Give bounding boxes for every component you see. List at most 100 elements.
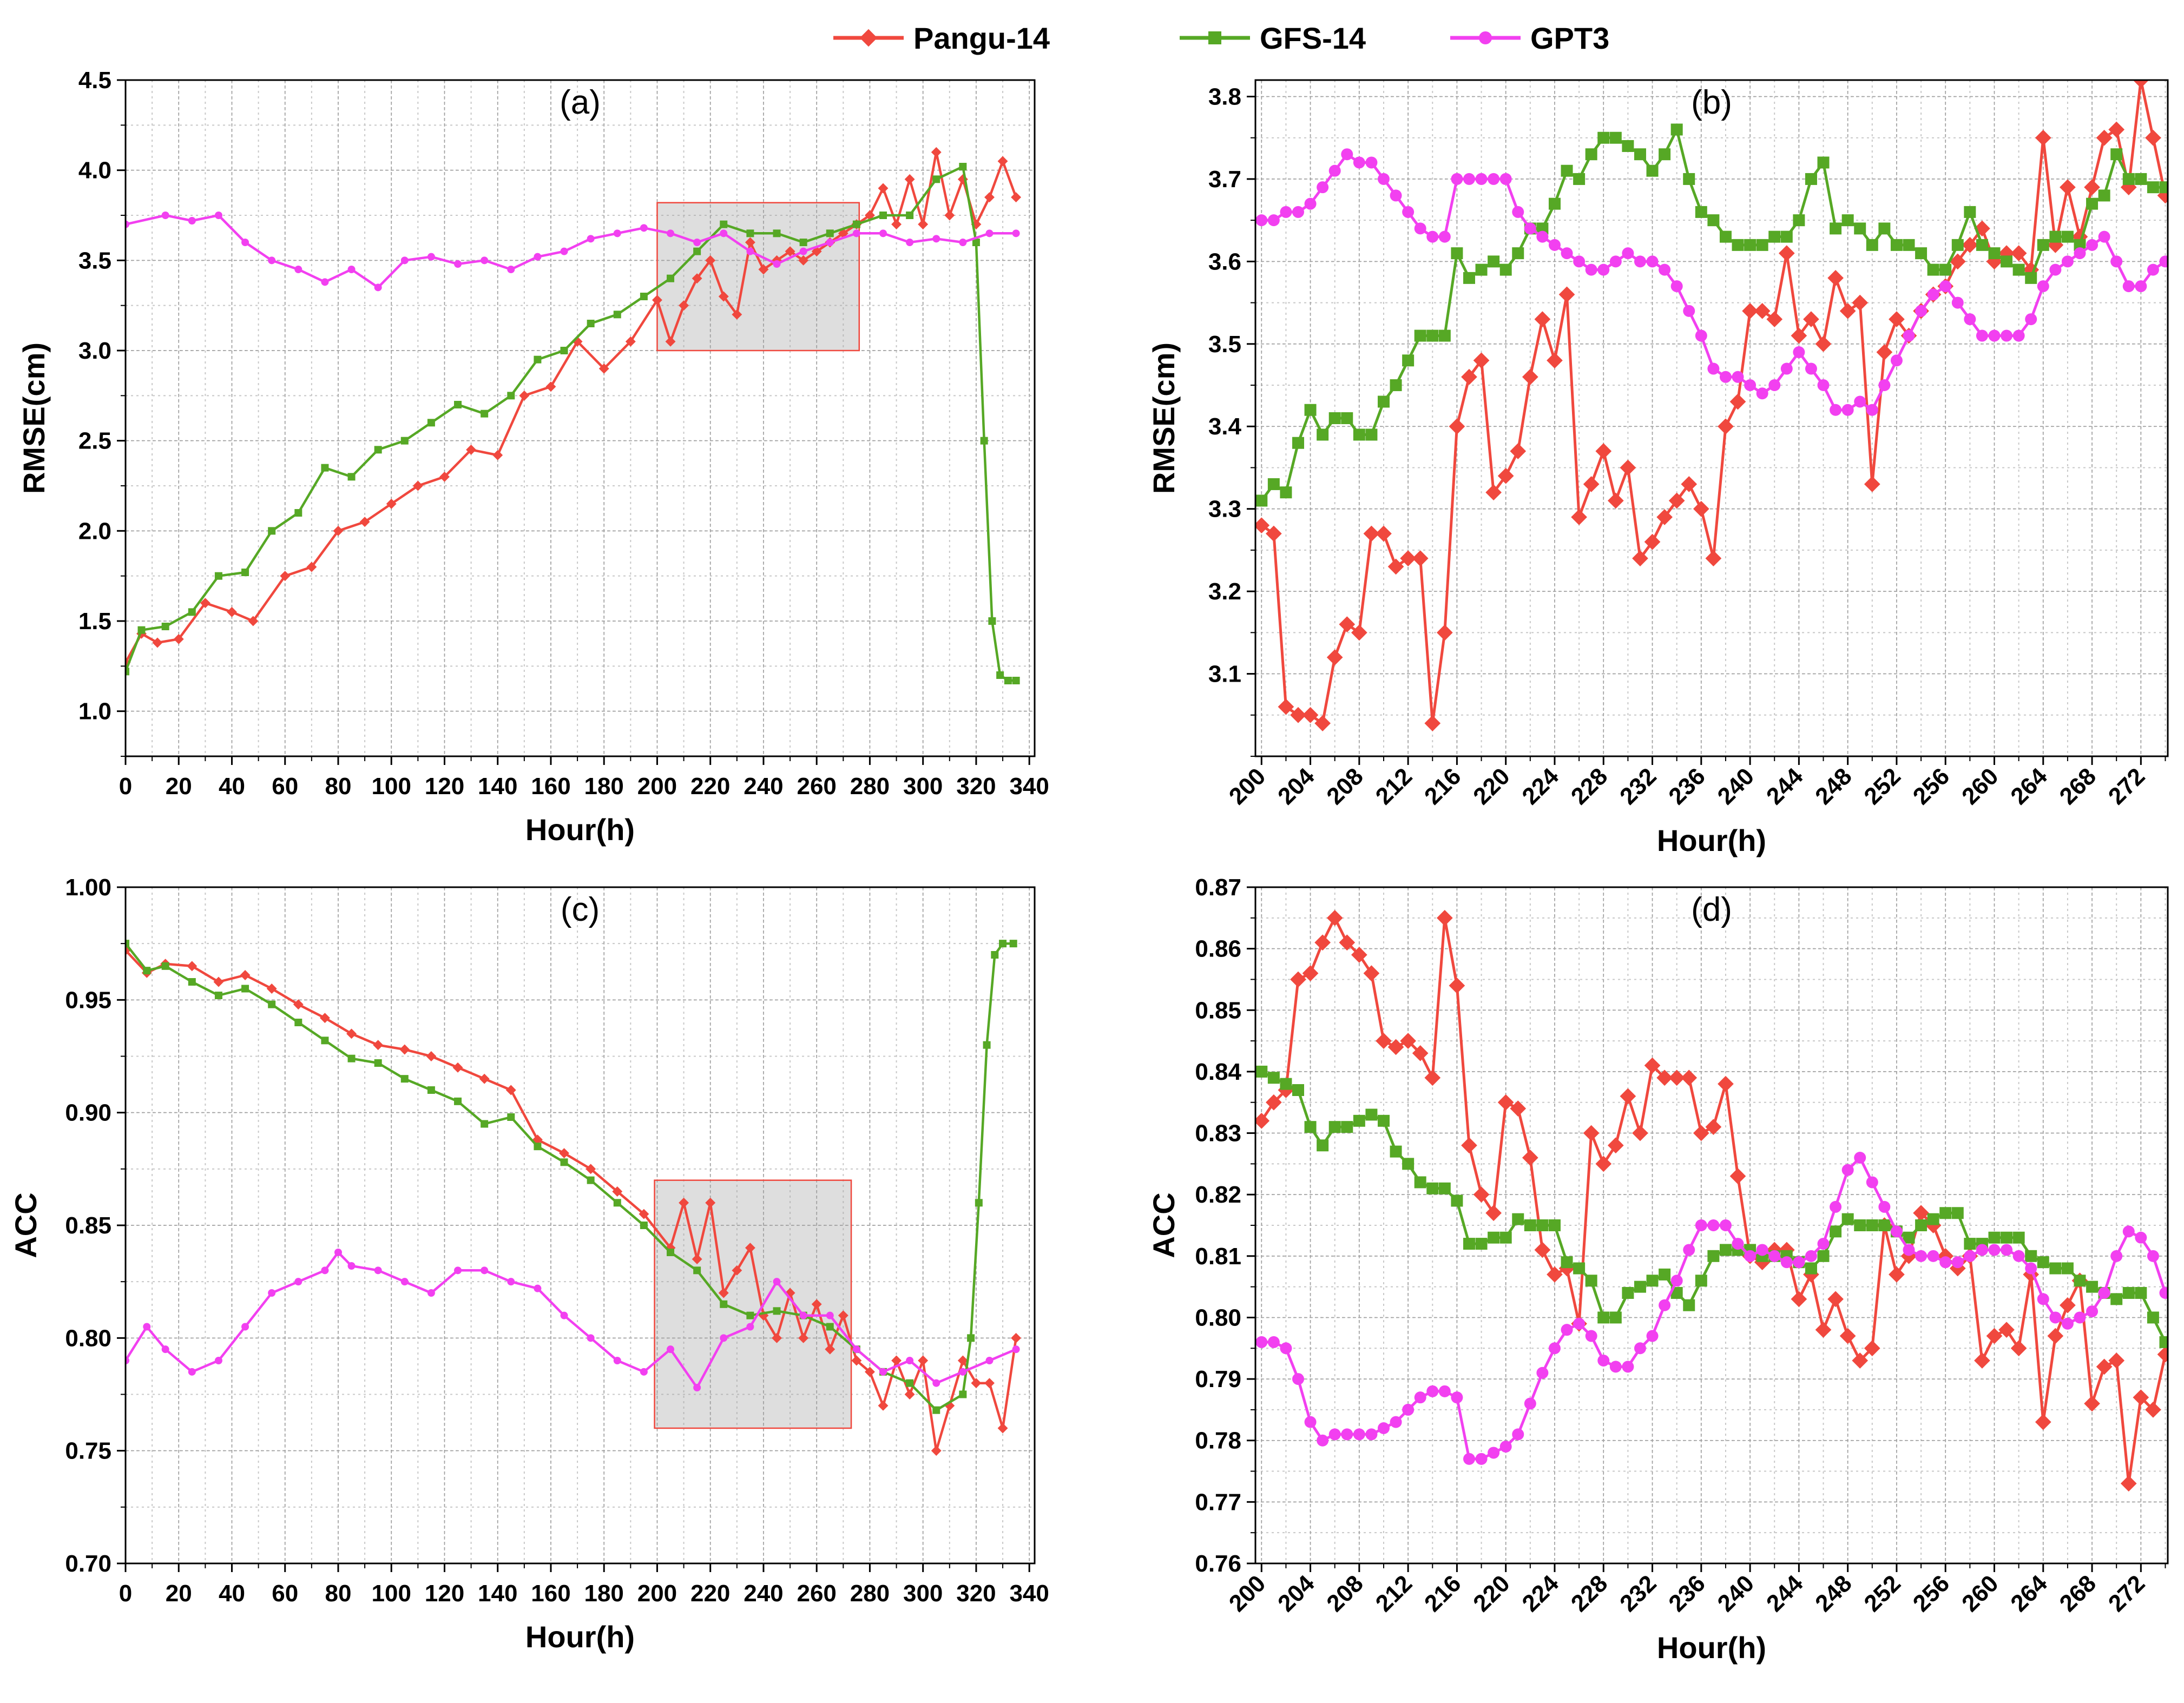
data-point (1949, 253, 1966, 270)
data-point (718, 291, 729, 302)
data-point (1475, 263, 1488, 276)
data-point (481, 1120, 489, 1128)
data-point (1620, 459, 1636, 476)
data-point (1607, 1137, 1624, 1154)
data-point (1683, 173, 1695, 185)
x-tick-label: 224 (1517, 763, 1564, 810)
data-point (985, 1357, 994, 1364)
data-point (241, 569, 249, 576)
x-tick-label: 260 (1957, 1570, 2004, 1617)
data-point (187, 961, 198, 972)
data-point (1463, 1453, 1475, 1465)
panel-label: (a) (560, 84, 601, 121)
data-point (2122, 280, 2135, 293)
y-tick-label: 2.0 (78, 518, 111, 544)
data-point (1659, 148, 1671, 161)
data-point (2025, 313, 2037, 326)
data-point (2035, 129, 2051, 146)
data-point (1805, 362, 1817, 375)
data-point (693, 247, 701, 255)
data-point (1536, 230, 1549, 243)
data-point (2001, 329, 2013, 342)
data-point (1255, 214, 1268, 227)
data-point (1524, 222, 1536, 235)
data-point (1267, 1336, 1280, 1348)
data-point (1426, 1385, 1439, 1397)
x-tick-label: 0 (119, 773, 132, 800)
data-point (268, 527, 276, 535)
data-point (1463, 272, 1475, 284)
data-point (2086, 1280, 2099, 1293)
data-point (1585, 263, 1597, 276)
data-point (772, 1332, 782, 1343)
data-point (1756, 239, 1768, 251)
data-point (705, 255, 716, 266)
data-point (692, 1254, 702, 1264)
data-point (1449, 977, 1465, 994)
data-point (1841, 1213, 1854, 1225)
data-point (1793, 214, 1805, 227)
data-point (214, 1357, 222, 1364)
data-point (507, 1113, 515, 1121)
data-point (333, 525, 344, 536)
data-point (931, 147, 942, 157)
data-point (1705, 1119, 1722, 1136)
data-point (798, 255, 809, 266)
data-point (1659, 1299, 1671, 1311)
data-point (214, 572, 222, 580)
y-tick-label: 0.79 (1195, 1366, 1241, 1392)
x-tick-label: 216 (1419, 1570, 1466, 1617)
data-point (1365, 156, 1378, 169)
data-point (1827, 1291, 1844, 1308)
data-point (2025, 1262, 2037, 1275)
data-point (1341, 412, 1353, 424)
x-tick-label: 200 (637, 773, 677, 800)
data-point (412, 480, 423, 491)
data-point (667, 229, 675, 237)
data-point (1620, 1088, 1636, 1105)
data-point (560, 1311, 568, 1319)
data-point (1512, 1428, 1524, 1441)
data-point (798, 1332, 809, 1343)
y-tick-label: 0.85 (1195, 997, 1241, 1024)
data-point (1878, 222, 1891, 235)
data-point (1817, 156, 1830, 169)
data-point (625, 336, 636, 347)
data-point (985, 229, 994, 237)
x-tick-label: 100 (372, 773, 411, 800)
data-point (1927, 263, 1939, 276)
data-point (1414, 329, 1426, 342)
data-point (1670, 280, 1683, 293)
data-point (984, 1378, 995, 1389)
data-point (126, 1357, 129, 1364)
data-point (2147, 1311, 2159, 1324)
data-point (2037, 1293, 2049, 1305)
data-point (400, 1075, 409, 1083)
data-point (400, 256, 409, 265)
data-point (1004, 677, 1012, 684)
panel-a: 0 20 40 60 80 100 120 140 160 180 200 220 240 260 280 3… (17, 67, 1049, 847)
data-point (1302, 707, 1319, 723)
data-point (2012, 263, 2025, 276)
data-point (1744, 379, 1757, 392)
plot-frame (124, 79, 1036, 757)
y-tick-label: 3.5 (78, 247, 111, 274)
data-point (1841, 214, 1854, 227)
data-point (1595, 1156, 1612, 1172)
data-point (1622, 1287, 1634, 1299)
data-point (374, 283, 382, 292)
data-point (454, 1097, 462, 1105)
data-point (745, 1243, 755, 1253)
series-gfs-14 (1255, 123, 2168, 507)
data-point (996, 671, 1004, 679)
data-point (347, 1054, 356, 1062)
data-point (1438, 1385, 1451, 1397)
data-point (1998, 1322, 2015, 1338)
data-point (1012, 677, 1020, 684)
x-tick-label: 240 (1713, 1570, 1760, 1617)
data-point (1436, 909, 1453, 926)
data-point (984, 192, 995, 203)
data-point (944, 210, 955, 221)
series-gpt3 (1255, 148, 2168, 416)
data-point (2010, 245, 2027, 261)
